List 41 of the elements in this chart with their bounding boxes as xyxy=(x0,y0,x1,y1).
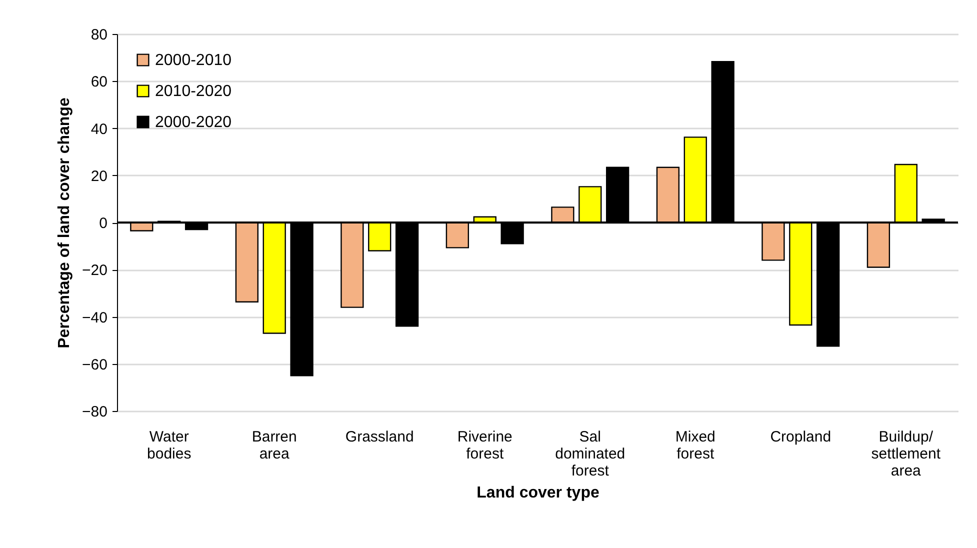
y-tick-label: −20 xyxy=(82,262,108,280)
bar xyxy=(500,222,524,244)
x-axis-title: Land cover type xyxy=(476,484,600,502)
bar xyxy=(684,136,707,224)
bar xyxy=(789,222,812,326)
bar xyxy=(866,222,890,268)
bar xyxy=(262,222,286,334)
x-tick-label: Barren area xyxy=(252,428,297,462)
y-tick-label: 0 xyxy=(99,215,108,232)
bar xyxy=(446,222,470,248)
bar xyxy=(816,222,840,347)
legend-label: 2010-2020 xyxy=(155,83,232,100)
bar xyxy=(656,166,680,224)
x-tick-label: Buildup/ settlement area xyxy=(871,428,942,480)
bar xyxy=(711,60,734,224)
bar xyxy=(235,222,258,303)
y-axis-title: Percentage of land cover change xyxy=(56,98,74,348)
y-tick-label: −80 xyxy=(82,404,108,420)
legend-label: 2000-2020 xyxy=(155,114,232,131)
bar xyxy=(340,222,364,308)
y-tick-label: −60 xyxy=(82,356,108,374)
legend-label: 2000-2010 xyxy=(155,52,232,69)
y-tick-label: 60 xyxy=(90,74,108,91)
bar xyxy=(395,222,419,327)
y-tick-label: 20 xyxy=(90,168,108,185)
y-tick-label: −40 xyxy=(82,309,108,326)
bar xyxy=(368,222,392,252)
y-tick-label: 40 xyxy=(90,120,108,138)
y-tick-label: 80 xyxy=(90,26,108,44)
x-tick-label: Riverine forest xyxy=(457,428,512,462)
bar xyxy=(290,222,314,376)
bar xyxy=(894,164,918,224)
x-tick-label: Sal dominated forest xyxy=(555,428,626,480)
bar xyxy=(762,222,785,261)
bar xyxy=(606,166,630,224)
x-tick-label: Mixed forest xyxy=(675,428,716,462)
bar xyxy=(551,206,574,224)
x-tick-label: Grassland xyxy=(345,428,414,446)
x-tick-label: Cropland xyxy=(770,428,832,446)
x-tick-label: Water bodies xyxy=(147,428,192,462)
bar xyxy=(578,186,602,224)
